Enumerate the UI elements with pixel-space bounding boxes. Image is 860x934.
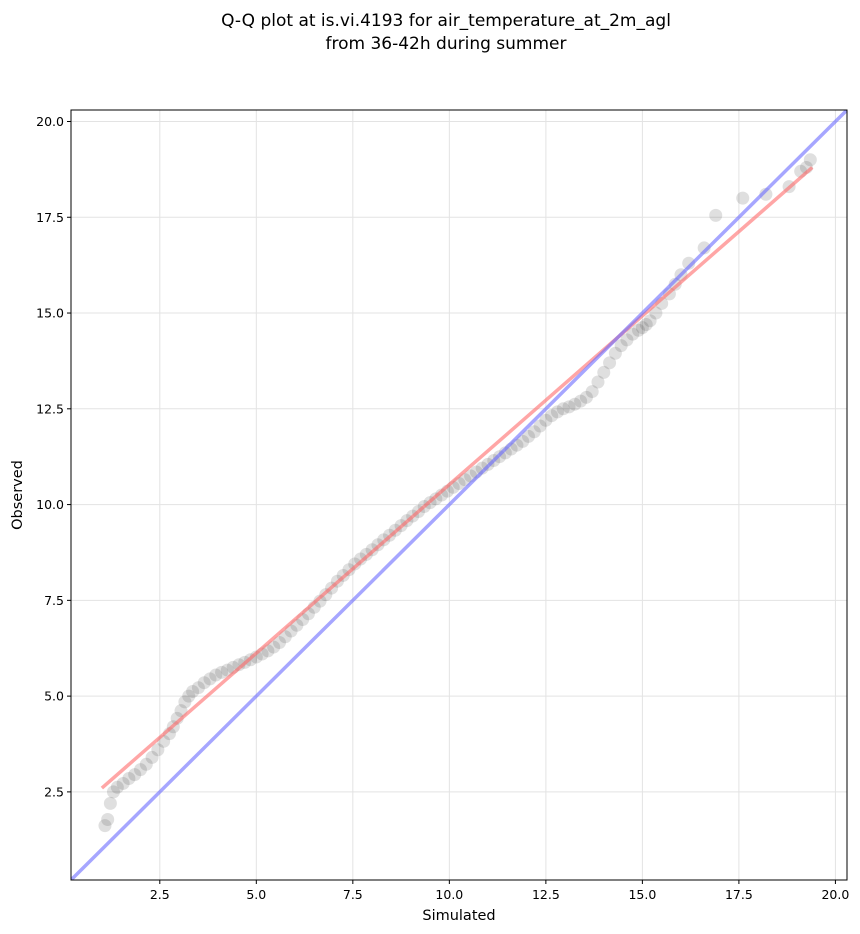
y-tick-label: 20.0: [36, 114, 64, 129]
qq-point: [145, 750, 159, 764]
x-tick-label: 7.5: [343, 887, 363, 902]
x-tick-label: 17.5: [725, 887, 753, 902]
qq-point: [539, 413, 553, 427]
qq-point: [632, 323, 646, 337]
qq-point: [521, 429, 535, 443]
qq-point: [568, 397, 582, 411]
qq-point: [649, 306, 663, 320]
axes-frame: [70, 109, 848, 881]
qq-point: [267, 640, 281, 654]
qq-point: [574, 394, 588, 408]
qq-point: [608, 346, 622, 360]
qq-point: [101, 812, 115, 826]
qq-point: [354, 552, 368, 566]
identity-line: [71, 110, 847, 880]
qq-point: [639, 318, 653, 332]
qq-point: [597, 365, 611, 379]
qq-point: [626, 327, 640, 341]
qq-point: [272, 635, 286, 649]
qq-point: [139, 757, 153, 771]
qq-point: [278, 630, 292, 644]
qq-point: [186, 685, 200, 699]
qq-point: [643, 314, 657, 328]
x-tick-label: 10.0: [435, 887, 463, 902]
x-tick-label: 5.0: [246, 887, 266, 902]
qq-point: [475, 461, 489, 475]
qq-point: [133, 763, 147, 777]
qq-point: [527, 425, 541, 439]
qq-point: [736, 191, 750, 205]
y-tick-label: 12.5: [36, 401, 64, 416]
qq-point: [435, 488, 449, 502]
qq-point: [458, 473, 472, 487]
qq-point: [591, 375, 605, 389]
y-tick-label: 5.0: [44, 689, 64, 704]
qq-point: [533, 419, 547, 433]
qq-point: [106, 785, 120, 799]
qq-point: [232, 658, 246, 672]
qq-point: [668, 277, 682, 291]
qq-point: [550, 405, 564, 419]
qq-point: [585, 385, 599, 399]
qq-point: [579, 390, 593, 404]
qq-point: [759, 187, 773, 201]
qq-point: [545, 409, 559, 423]
qq-point: [603, 356, 617, 370]
qq-point: [110, 780, 124, 794]
regression-fit-line: [100, 166, 814, 790]
y-tick-label: 10.0: [36, 497, 64, 512]
y-tick-label: 15.0: [36, 306, 64, 321]
qq-point: [191, 681, 205, 695]
y-tick-label: 17.5: [36, 210, 64, 225]
qq-point: [697, 241, 711, 255]
qq-point: [803, 153, 817, 167]
x-tick-label: 2.5: [150, 887, 170, 902]
qq-point: [103, 796, 117, 810]
qq-point: [122, 771, 136, 785]
qq-point: [516, 434, 530, 448]
grid: [71, 110, 847, 880]
qq-point: [682, 256, 696, 270]
qq-point: [151, 743, 165, 757]
qq-point: [498, 446, 512, 460]
qq-point: [215, 665, 229, 679]
x-tick-label: 15.0: [628, 887, 656, 902]
chart-title-line-1: Q-Q plot at is.vi.4193 for air_temperatu…: [221, 11, 671, 31]
x-tick-label: 12.5: [532, 887, 560, 902]
x-axis-label: Simulated: [422, 908, 495, 924]
qq-point: [98, 819, 112, 833]
qq-point: [178, 695, 192, 709]
ticks: 2.5 5.0 7.5 10.0 12.5 15.0 17.5 20.0 2.5 5.0 7.5 10…: [36, 114, 849, 902]
qq-point: [116, 776, 130, 790]
qq-point: [197, 676, 211, 690]
qq-point: [128, 768, 142, 782]
qq-point: [709, 208, 723, 222]
qq-point: [635, 321, 649, 335]
qq-point: [348, 557, 362, 571]
qq-point: [562, 400, 576, 414]
qq-point: [203, 672, 217, 686]
x-tick-label: 20.0: [821, 887, 849, 902]
qq-point: [209, 668, 223, 682]
y-tick-label: 7.5: [44, 593, 64, 608]
y-axis-label: Observed: [10, 460, 26, 530]
qq-point: [620, 333, 634, 347]
y-tick-label: 2.5: [44, 784, 64, 799]
chart-title-line-2: from 36-42h during summer: [326, 34, 567, 54]
qq-point: [614, 339, 628, 353]
qq-point: [556, 402, 570, 416]
qq-point: [182, 689, 196, 703]
qq-point: [313, 594, 327, 608]
plot-area: [71, 110, 847, 880]
